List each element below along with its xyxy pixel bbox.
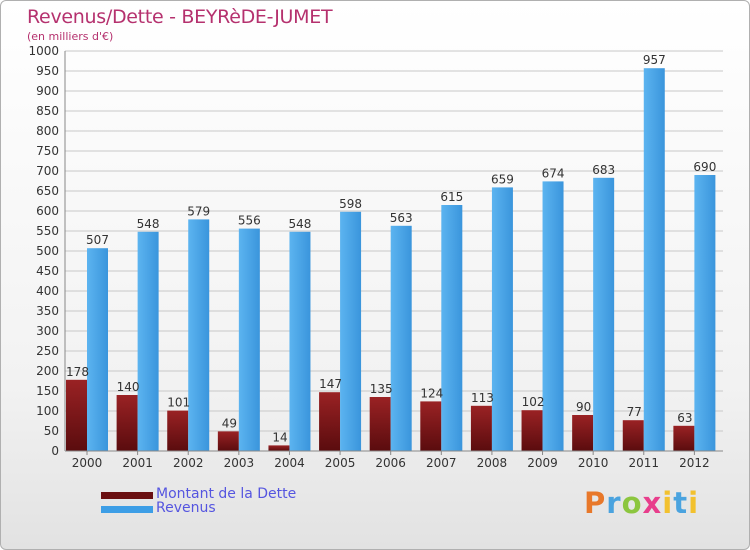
bar-dette-2011: [622, 420, 644, 451]
data-label-dette: 90: [576, 400, 591, 414]
data-label-dette: 101: [167, 396, 190, 410]
y-tick-label: 900: [36, 84, 59, 98]
x-tick-label: 2004: [274, 456, 305, 470]
data-label-dette: 124: [420, 386, 443, 400]
y-tick-label: 600: [36, 204, 59, 218]
y-tick-label: 250: [36, 344, 59, 358]
bar-revenus-2011: [643, 68, 665, 451]
bar-revenus-2004: [289, 231, 311, 451]
y-tick-label: 400: [36, 284, 59, 298]
bar-revenus-2010: [593, 177, 615, 452]
bar-revenus-2003: [238, 228, 260, 451]
data-label-revenus: 556: [238, 214, 261, 228]
legend-swatch-dette: [101, 492, 153, 499]
data-label-dette: 63: [677, 411, 692, 425]
bar-dette-2006: [369, 397, 391, 451]
y-tick-label: 800: [36, 124, 59, 138]
y-tick-label: 950: [36, 64, 59, 78]
data-label-dette: 135: [370, 382, 393, 396]
legend-label-revenus: Revenus: [156, 500, 216, 516]
bar-revenus-2012: [694, 175, 716, 451]
data-label-revenus: 598: [339, 197, 362, 211]
legend-swatch-revenus: [101, 506, 153, 513]
y-tick-label: 1000: [28, 44, 59, 58]
data-label-revenus: 659: [491, 172, 514, 186]
bar-dette-2007: [420, 401, 442, 451]
y-tick-label: 200: [36, 364, 59, 378]
y-tick-label: 550: [36, 224, 59, 238]
y-tick-label: 700: [36, 164, 59, 178]
data-label-revenus: 548: [137, 217, 160, 231]
x-tick-label: 2000: [72, 456, 103, 470]
x-tick-label: 2012: [679, 456, 710, 470]
y-tick-label: 100: [36, 404, 59, 418]
x-tick-label: 2006: [375, 456, 406, 470]
x-tick-label: 2011: [628, 456, 659, 470]
data-label-dette: 14: [272, 430, 287, 444]
y-tick-label: 450: [36, 264, 59, 278]
legend-label-dette: Montant de la Dette: [156, 486, 297, 502]
data-label-revenus: 563: [390, 211, 413, 225]
proxiti-logo: Proxiti: [584, 486, 700, 520]
y-tick-label: 50: [44, 424, 59, 438]
bar-revenus-2007: [441, 205, 463, 451]
bar-revenus-2008: [491, 187, 513, 451]
bar-revenus-2002: [188, 219, 210, 451]
x-tick-label: 2005: [325, 456, 356, 470]
bar-dette-2010: [572, 415, 594, 451]
bar-revenus-2006: [390, 225, 412, 451]
data-label-revenus: 579: [187, 204, 210, 218]
data-label-dette: 147: [319, 377, 342, 391]
bar-revenus-2005: [340, 211, 362, 451]
data-label-revenus: 674: [542, 166, 565, 180]
y-tick-label: 650: [36, 184, 59, 198]
x-tick-label: 2003: [224, 456, 255, 470]
x-tick-label: 2002: [173, 456, 204, 470]
x-tick-label: 2001: [122, 456, 153, 470]
y-tick-label: 150: [36, 384, 59, 398]
bar-dette-2004: [268, 445, 290, 451]
data-label-dette: 178: [66, 365, 89, 379]
bar-dette-2001: [116, 395, 138, 451]
bar-dette-2000: [66, 379, 87, 451]
bar-dette-2012: [673, 425, 695, 451]
y-tick-label: 750: [36, 144, 59, 158]
data-label-revenus: 507: [86, 233, 109, 247]
y-tick-label: 350: [36, 304, 59, 318]
data-label-revenus: 683: [592, 163, 615, 177]
x-tick-label: 2009: [527, 456, 558, 470]
chart-subtitle: (en milliers d'€): [27, 30, 114, 43]
data-label-dette: 49: [222, 416, 237, 430]
data-label-revenus: 957: [643, 53, 666, 67]
x-tick-label: 2010: [578, 456, 609, 470]
y-tick-label: 300: [36, 324, 59, 338]
bar-dette-2009: [521, 410, 543, 451]
data-label-dette: 113: [471, 391, 494, 405]
data-label-revenus: 615: [440, 190, 463, 204]
data-label-dette: 140: [117, 380, 140, 394]
y-tick-label: 0: [51, 444, 59, 458]
bar-revenus-2001: [137, 231, 159, 451]
data-label-revenus: 690: [693, 160, 716, 174]
bar-dette-2005: [319, 392, 341, 451]
data-label-revenus: 548: [289, 217, 312, 231]
bar-dette-2002: [167, 410, 189, 451]
bar-revenus-2000: [87, 248, 108, 451]
bar-dette-2003: [217, 431, 239, 451]
y-tick-label: 500: [36, 244, 59, 258]
chart-title: Revenus/Dette - BEYRèDE-JUMET: [27, 6, 333, 28]
x-tick-label: 2007: [426, 456, 457, 470]
y-tick-label: 850: [36, 104, 59, 118]
data-label-dette: 77: [627, 405, 642, 419]
data-label-dette: 102: [522, 395, 545, 409]
x-tick-label: 2008: [477, 456, 508, 470]
bar-dette-2008: [470, 405, 492, 451]
bar-revenus-2009: [542, 181, 564, 451]
